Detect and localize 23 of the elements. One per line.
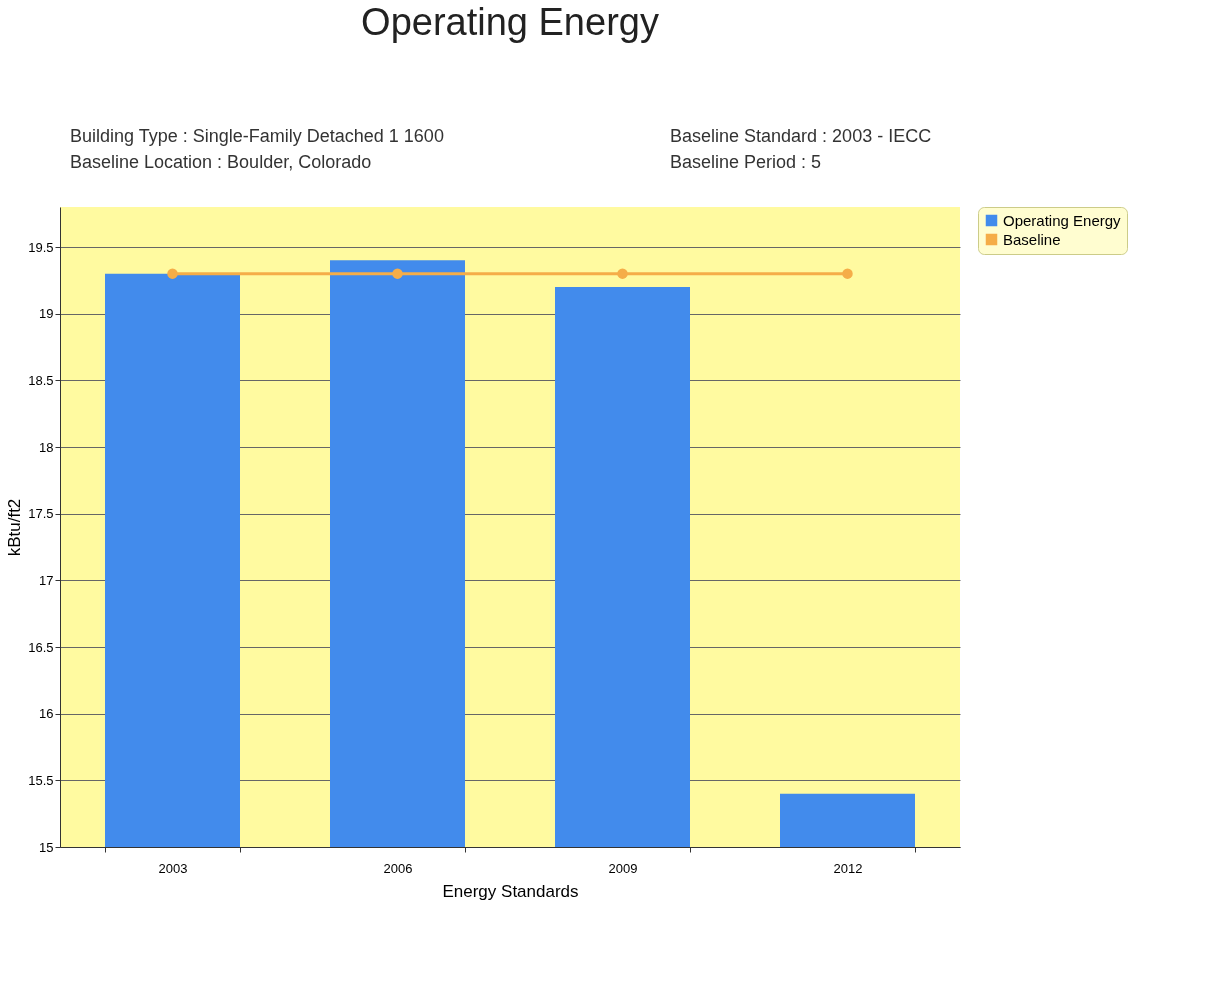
x-tick-label: 2003 bbox=[158, 860, 188, 876]
y-tick-label: 19 bbox=[39, 306, 54, 322]
y-tick-label: 15 bbox=[39, 839, 54, 855]
x-tick-label: 2012 bbox=[833, 860, 863, 876]
legend-label: Baseline bbox=[1003, 230, 1061, 248]
text: Baseline Location : Boulder, Colorado bbox=[70, 152, 372, 172]
x-tick-label: 2006 bbox=[383, 860, 413, 876]
legend-label: Operating Energy bbox=[1003, 211, 1122, 229]
y-tick-label: 17.5 bbox=[28, 506, 54, 522]
y-tick-label: 16.5 bbox=[28, 639, 54, 655]
x-axis-title: Energy Standards bbox=[442, 881, 579, 901]
chart-title: Operating Energy bbox=[361, 1, 659, 43]
text: Baseline Period : 5 bbox=[670, 152, 822, 172]
y-tick-label: 17 bbox=[39, 572, 54, 588]
y-tick-label: 16 bbox=[39, 706, 54, 722]
text: Baseline Standard : 2003 - IECC bbox=[670, 126, 932, 146]
y-tick-label: 18.5 bbox=[28, 372, 54, 388]
y-tick-label: 19.5 bbox=[28, 239, 54, 255]
y-tick-label: 15.5 bbox=[28, 772, 54, 788]
text: Building Type : Single-Family Detached 1 1600 bbox=[70, 126, 444, 146]
y-axis-title: kBtu/ft2 bbox=[5, 498, 25, 557]
x-tick-label: 2009 bbox=[608, 860, 638, 876]
y-tick-label: 18 bbox=[39, 439, 54, 455]
